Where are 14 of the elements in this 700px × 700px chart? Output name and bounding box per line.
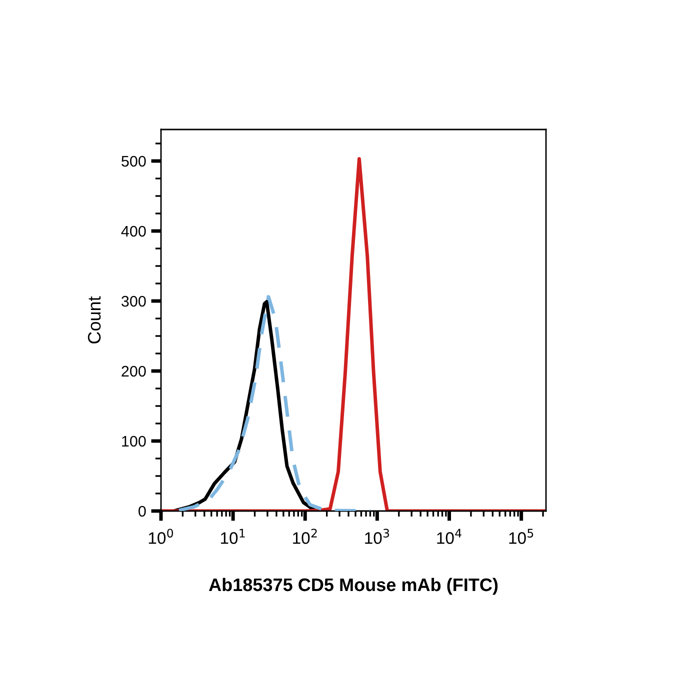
y-tick-label: 500 [122,156,146,167]
y-tick-label: 0 [138,506,146,517]
y-tick-label: 200 [122,366,146,377]
x-axis-title: Ab185375 CD5 Mouse mAb (FITC) [208,578,498,595]
x-tick-label: 10$^{1}$ [221,528,245,544]
x-tick-label: 10$^{2}$ [293,528,317,544]
x-tick-label: 10$^{0}$ [148,528,174,544]
x-tick-label: 10$^{5}$ [509,528,534,544]
x-tick-label: 10$^{3}$ [365,528,390,544]
y-axis-title: Count [88,296,101,344]
y-tick-label: 400 [121,226,146,237]
y-tick-label: 100 [122,436,146,447]
y-tick-label: 300 [122,296,146,307]
x-tick-label: 10$^{4}$ [437,528,462,544]
